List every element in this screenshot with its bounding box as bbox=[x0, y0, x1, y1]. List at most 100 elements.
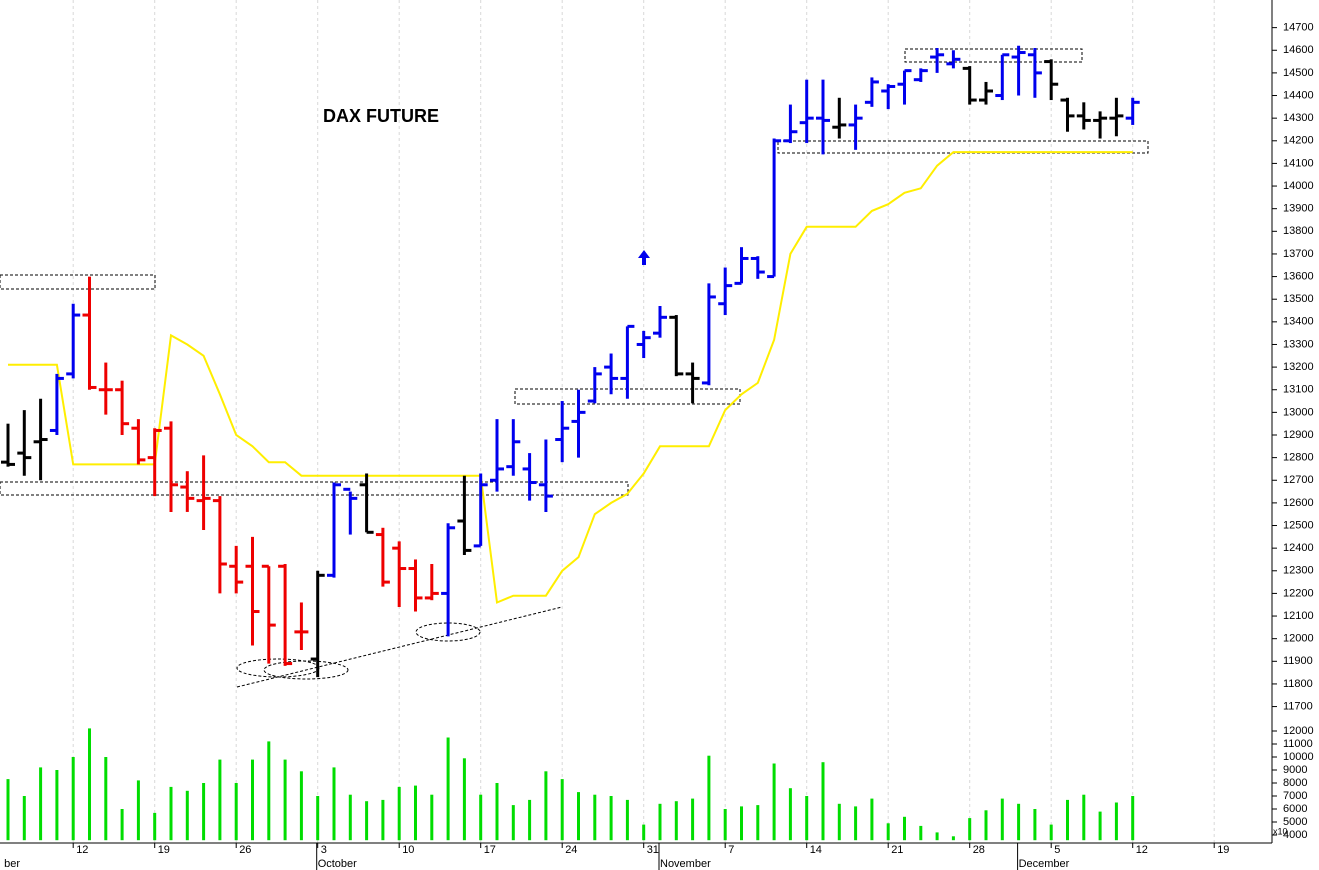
y-tick-label: 11700 bbox=[1283, 700, 1313, 712]
volume-bar bbox=[951, 836, 955, 841]
y-tick-label: 13700 bbox=[1283, 248, 1314, 260]
volume-bar bbox=[625, 799, 629, 841]
y-tick-label: 14400 bbox=[1283, 89, 1314, 101]
volume-bar bbox=[968, 818, 972, 841]
volume-bar bbox=[348, 794, 352, 841]
y-tick-label: 13900 bbox=[1283, 203, 1314, 215]
y-tick-label: 12400 bbox=[1283, 542, 1314, 554]
volume-bar bbox=[1000, 798, 1004, 841]
volume-tick-label: 8000 bbox=[1283, 777, 1307, 789]
y-tick-label: 13300 bbox=[1283, 338, 1314, 350]
volume-bar bbox=[234, 783, 238, 841]
x-tick-label: 19 bbox=[1217, 844, 1229, 856]
y-tick-label: 14300 bbox=[1283, 112, 1314, 124]
month-label: ber bbox=[4, 858, 20, 870]
y-tick-label: 12200 bbox=[1283, 587, 1314, 599]
zone-box bbox=[0, 274, 156, 290]
pivot-ellipse bbox=[263, 660, 349, 680]
x-tick-label: 12 bbox=[76, 844, 88, 856]
volume-bar bbox=[1066, 799, 1069, 841]
y-tick-label: 14200 bbox=[1283, 135, 1314, 147]
x-tick-label: 10 bbox=[402, 844, 414, 856]
volume-bar bbox=[674, 801, 678, 841]
volume-bar bbox=[658, 803, 662, 841]
volume-tick-label: 10000 bbox=[1283, 751, 1314, 763]
y-tick-label: 13000 bbox=[1283, 406, 1314, 418]
volume-bar bbox=[283, 759, 287, 841]
month-label: November bbox=[660, 858, 711, 870]
volume-bar bbox=[756, 805, 760, 841]
volume-bar bbox=[169, 786, 173, 841]
y-tick-label: 13200 bbox=[1283, 361, 1314, 373]
volume-bar bbox=[136, 780, 140, 841]
volume-bar bbox=[430, 794, 434, 841]
volume-bar bbox=[316, 796, 320, 841]
volume-bar bbox=[120, 809, 124, 841]
volume-axis-note: x10 bbox=[1273, 826, 1288, 836]
volume-bar bbox=[854, 806, 858, 841]
x-tick-label: 14 bbox=[810, 844, 822, 856]
volume-bar bbox=[267, 741, 271, 841]
y-tick-label: 12700 bbox=[1283, 474, 1314, 486]
volume-bar bbox=[299, 771, 303, 841]
volume-bar bbox=[365, 801, 369, 841]
volume-bar bbox=[788, 788, 792, 841]
volume-bar bbox=[821, 762, 825, 841]
y-tick-label: 11800 bbox=[1283, 678, 1313, 690]
volume-bar bbox=[397, 786, 401, 841]
volume-bar bbox=[707, 755, 711, 841]
x-tick-label: 5 bbox=[1054, 844, 1060, 856]
volume-bar bbox=[495, 783, 499, 841]
x-tick-label: 7 bbox=[728, 844, 734, 856]
y-tick-label: 14700 bbox=[1283, 22, 1314, 34]
volume-bar bbox=[446, 737, 450, 841]
volume-bar bbox=[1114, 802, 1118, 841]
volume-tick-label: 6000 bbox=[1283, 803, 1307, 815]
volume-bar bbox=[577, 792, 580, 841]
volume-bar bbox=[560, 779, 564, 841]
y-tick-label: 12800 bbox=[1283, 452, 1314, 464]
month-label: October bbox=[318, 858, 357, 870]
volume-bar bbox=[903, 816, 906, 841]
volume-bar bbox=[691, 798, 695, 841]
volume-bar bbox=[381, 799, 385, 841]
y-tick-label: 12000 bbox=[1283, 633, 1314, 645]
volume-bar bbox=[414, 785, 417, 841]
volume-bar bbox=[462, 758, 466, 841]
volume-bar bbox=[6, 779, 10, 841]
x-tick-label: 28 bbox=[973, 844, 985, 856]
y-tick-label: 14600 bbox=[1283, 44, 1314, 56]
volume-bar bbox=[479, 794, 483, 841]
volume-tick-label: 11000 bbox=[1283, 738, 1313, 750]
up-arrow bbox=[638, 250, 650, 265]
x-tick-label: 12 bbox=[1136, 844, 1148, 856]
y-tick-label: 13600 bbox=[1283, 270, 1314, 282]
chart-title: DAX FUTURE bbox=[323, 106, 439, 126]
x-tick-label: 19 bbox=[158, 844, 170, 856]
x-tick-label: 31 bbox=[647, 844, 659, 856]
volume-bar bbox=[593, 794, 597, 841]
volume-bar bbox=[104, 757, 108, 841]
volume-bar bbox=[1082, 794, 1086, 841]
volume-bar bbox=[984, 810, 988, 841]
volume-bar bbox=[251, 759, 254, 841]
volume-bar bbox=[544, 771, 548, 841]
volume-bar bbox=[805, 796, 809, 841]
volume-bar bbox=[71, 757, 75, 841]
volume-bar bbox=[185, 790, 189, 841]
volume-bar bbox=[153, 812, 157, 841]
volume-bar bbox=[886, 823, 890, 841]
y-tick-label: 11900 bbox=[1283, 655, 1313, 667]
y-tick-label: 14000 bbox=[1283, 180, 1314, 192]
trend-line bbox=[236, 606, 563, 688]
y-tick-label: 14100 bbox=[1283, 157, 1314, 169]
volume-bar bbox=[837, 803, 841, 841]
y-tick-label: 12300 bbox=[1283, 565, 1314, 577]
pivot-ellipse bbox=[415, 622, 481, 642]
volume-bar bbox=[1033, 809, 1037, 841]
x-tick-label: 24 bbox=[565, 844, 577, 856]
volume-bar bbox=[935, 832, 939, 841]
